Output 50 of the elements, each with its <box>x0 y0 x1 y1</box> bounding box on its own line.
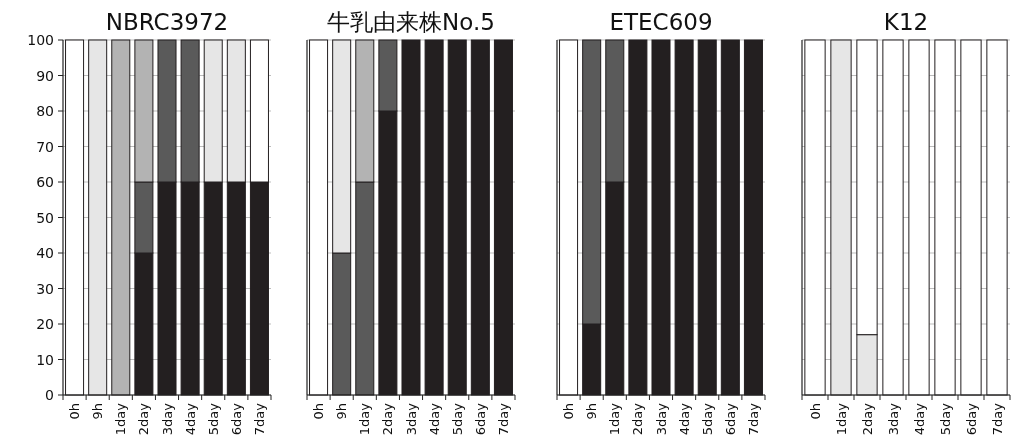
y-tick-label: 70 <box>36 138 54 155</box>
chart-title: ETEC609 <box>609 9 713 35</box>
y-tick-label: 10 <box>36 351 54 368</box>
x-tick-label: 2day <box>136 402 152 436</box>
y-tick-label: 0 <box>45 387 54 403</box>
x-tick-label: 6day <box>228 402 244 436</box>
x-tick-label: 7day <box>745 402 761 436</box>
y-tick-label: 60 <box>36 174 54 190</box>
x-tick-label: 1day <box>833 402 849 436</box>
x-tick-label: 3day <box>403 402 419 436</box>
chart-title: K12 <box>883 9 929 35</box>
x-tick-label: 1day <box>113 402 129 436</box>
x-tick-label: 6day <box>963 402 979 436</box>
x-tick-label: 1day <box>357 402 373 436</box>
x-tick-label: 1day <box>607 402 623 436</box>
x-tick-label: 9h <box>90 403 106 420</box>
x-tick-label: 4day <box>426 402 442 436</box>
y-tick-label: 50 <box>36 209 54 226</box>
x-tick-label: 9h <box>334 403 350 420</box>
x-tick-label: 3day <box>159 402 175 436</box>
y-tick-label: 80 <box>36 103 54 119</box>
x-tick-label: 7day <box>495 402 511 436</box>
x-tick-label: 4day <box>911 402 927 436</box>
x-tick-label: 0h <box>311 403 327 420</box>
x-tick-label: 5day <box>699 402 715 436</box>
y-tick-label: 30 <box>36 280 54 297</box>
y-tick-label: 90 <box>36 67 54 84</box>
x-tick-label: 2day <box>630 402 646 436</box>
y-tick-label: 20 <box>36 316 54 332</box>
x-tick-label: 7day <box>989 402 1005 436</box>
y-tick-label: 40 <box>36 245 54 261</box>
x-tick-label: 7day <box>251 402 267 436</box>
x-tick-label: 2day <box>380 402 396 436</box>
x-tick-label: 6day <box>722 402 738 436</box>
x-tick-label: 3day <box>885 402 901 436</box>
x-tick-label: 3day <box>653 402 669 436</box>
x-tick-label: 5day <box>937 402 953 436</box>
x-tick-label: 0h <box>67 403 83 420</box>
chart-title: 牛乳由来株No.5 <box>327 9 495 35</box>
x-tick-label: 9h <box>584 403 600 420</box>
x-tick-label: 0h <box>561 403 577 420</box>
x-tick-label: 4day <box>676 402 692 436</box>
x-tick-label: 4day <box>182 402 198 436</box>
chart-title: NBRC3972 <box>105 9 229 35</box>
x-tick-label: 5day <box>449 402 465 436</box>
y-tick-label: 100 <box>27 32 54 48</box>
x-tick-label: 0h <box>807 403 823 420</box>
x-tick-label: 2day <box>859 402 875 436</box>
x-tick-label: 6day <box>472 402 488 436</box>
x-tick-label: 5day <box>205 402 221 436</box>
